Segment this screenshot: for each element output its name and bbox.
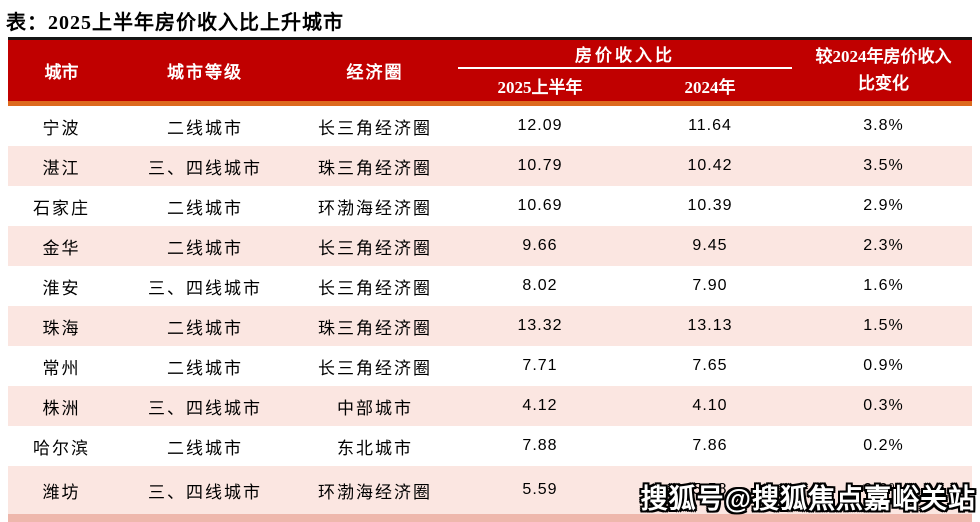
table-row: 哈尔滨 二线城市 东北城市 7.88 7.86 0.2%	[8, 426, 972, 466]
cell-tier: 三、四线城市	[148, 398, 262, 418]
cell-2025: 12.09	[517, 117, 563, 134]
cell-change: 3.8%	[863, 117, 904, 134]
cell-2024: 4.10	[692, 397, 728, 414]
cell-change: 0.3%	[863, 397, 904, 414]
cell-2025: 10.79	[517, 157, 563, 174]
cell-city: 金华	[42, 238, 81, 258]
cell-change: 2.3%	[863, 237, 904, 254]
cell-2025: 10.69	[517, 197, 563, 214]
cell-2024: 9.45	[692, 237, 728, 254]
cell-tier: 二线城市	[167, 358, 243, 378]
cell-circle: 长三角经济圈	[318, 278, 432, 298]
cell-2025: 4.12	[522, 397, 558, 414]
cell-2024: 13.13	[687, 317, 733, 334]
cell-city: 宁波	[42, 118, 81, 138]
cell-change: 1.5%	[863, 317, 904, 334]
page-title: 表：2025上半年房价收入比上升城市	[6, 12, 344, 34]
cell-change: 2.9%	[863, 197, 904, 214]
cell-2025: 7.88	[522, 437, 558, 454]
cell-change: 3.5%	[863, 157, 904, 174]
cell-2024: 10.39	[687, 197, 733, 214]
cell-2025: 13.32	[517, 317, 563, 334]
table-body: 宁波 二线城市 长三角经济圈 12.09 11.64 3.8% 湛江 三、四线城…	[8, 106, 972, 514]
header-ratio-group: 房价收入比	[458, 40, 792, 69]
cell-tier: 三、四线城市	[148, 158, 262, 178]
header-tier: 城市等级	[167, 63, 243, 82]
header-change-line1: 较2024年房价收入	[815, 47, 952, 67]
cell-city: 株洲	[42, 398, 81, 418]
cell-2025: 9.66	[522, 237, 558, 254]
cell-tier: 二线城市	[167, 198, 243, 218]
cell-2024: 7.90	[692, 277, 728, 294]
table-row: 淮安 三、四线城市 长三角经济圈 8.02 7.90 1.6%	[8, 266, 972, 306]
cell-change: 0.2%	[863, 481, 904, 498]
table-row: 常州 二线城市 长三角经济圈 7.71 7.65 0.9%	[8, 346, 972, 386]
cell-city: 潍坊	[42, 482, 81, 502]
price-income-table: 城市 城市等级 经济圈 房价收入比 2025上半年 2024年 较2024年房价…	[8, 37, 972, 522]
cell-city: 常州	[42, 358, 81, 378]
cell-circle: 珠三角经济圈	[318, 158, 432, 178]
header-change: 较2024年房价收入 比变化	[795, 40, 972, 101]
cell-circle: 长三角经济圈	[318, 118, 432, 138]
header-circle: 经济圈	[346, 63, 404, 82]
cell-circle: 环渤海经济圈	[318, 482, 432, 502]
cell-circle: 环渤海经济圈	[318, 198, 432, 218]
table-bottom-strip	[8, 514, 972, 522]
cell-city: 哈尔滨	[33, 438, 90, 458]
cell-city: 石家庄	[33, 198, 90, 218]
table-row: 金华 二线城市 长三角经济圈 9.66 9.45 2.3%	[8, 226, 972, 266]
cell-circle: 珠三角经济圈	[318, 318, 432, 338]
cell-tier: 二线城市	[167, 438, 243, 458]
header-2024: 2024年	[684, 77, 736, 97]
header-change-line2: 比变化	[858, 73, 909, 93]
cell-tier: 三、四线城市	[148, 482, 262, 502]
cell-2024: 10.42	[687, 157, 733, 174]
table-row: 宁波 二线城市 长三角经济圈 12.09 11.64 3.8%	[8, 106, 972, 146]
cell-change: 0.2%	[863, 437, 904, 454]
table-header: 城市 城市等级 经济圈 房价收入比 2025上半年 2024年 较2024年房价…	[8, 40, 972, 101]
cell-city: 湛江	[42, 158, 81, 178]
table-row: 石家庄 二线城市 环渤海经济圈 10.69 10.39 2.9%	[8, 186, 972, 226]
cell-circle: 长三角经济圈	[318, 238, 432, 258]
cell-2025: 7.71	[522, 357, 558, 374]
cell-2025: 8.02	[522, 277, 558, 294]
header-city: 城市	[44, 63, 79, 82]
table-row: 株洲 三、四线城市 中部城市 4.12 4.10 0.3%	[8, 386, 972, 426]
cell-change: 0.9%	[863, 357, 904, 374]
cell-tier: 二线城市	[167, 118, 243, 138]
table-row: 潍坊 三、四线城市 环渤海经济圈 5.59 5.58 0.2%	[8, 466, 972, 514]
cell-2024: 7.65	[692, 357, 728, 374]
header-orange-divider	[8, 101, 972, 106]
cell-tier: 二线城市	[167, 238, 243, 258]
cell-circle: 长三角经济圈	[318, 358, 432, 378]
cell-city: 珠海	[42, 318, 81, 338]
header-2025h1: 2025上半年	[497, 77, 583, 97]
table-row: 湛江 三、四线城市 珠三角经济圈 10.79 10.42 3.5%	[8, 146, 972, 186]
cell-2025: 5.59	[522, 481, 558, 498]
cell-tier: 二线城市	[167, 318, 243, 338]
cell-change: 1.6%	[863, 277, 904, 294]
cell-2024: 11.64	[688, 117, 732, 134]
cell-circle: 东北城市	[337, 438, 413, 458]
table-top-border	[8, 37, 972, 40]
cell-2024: 5.58	[692, 481, 728, 498]
cell-2024: 7.86	[692, 437, 728, 454]
table-row: 珠海 二线城市 珠三角经济圈 13.32 13.13 1.5%	[8, 306, 972, 346]
sohu-watermark: 搜狐号@搜狐焦点嘉峪关站	[640, 484, 976, 514]
cell-tier: 三、四线城市	[148, 278, 262, 298]
cell-city: 淮安	[42, 278, 81, 298]
cell-circle: 中部城市	[337, 398, 413, 418]
